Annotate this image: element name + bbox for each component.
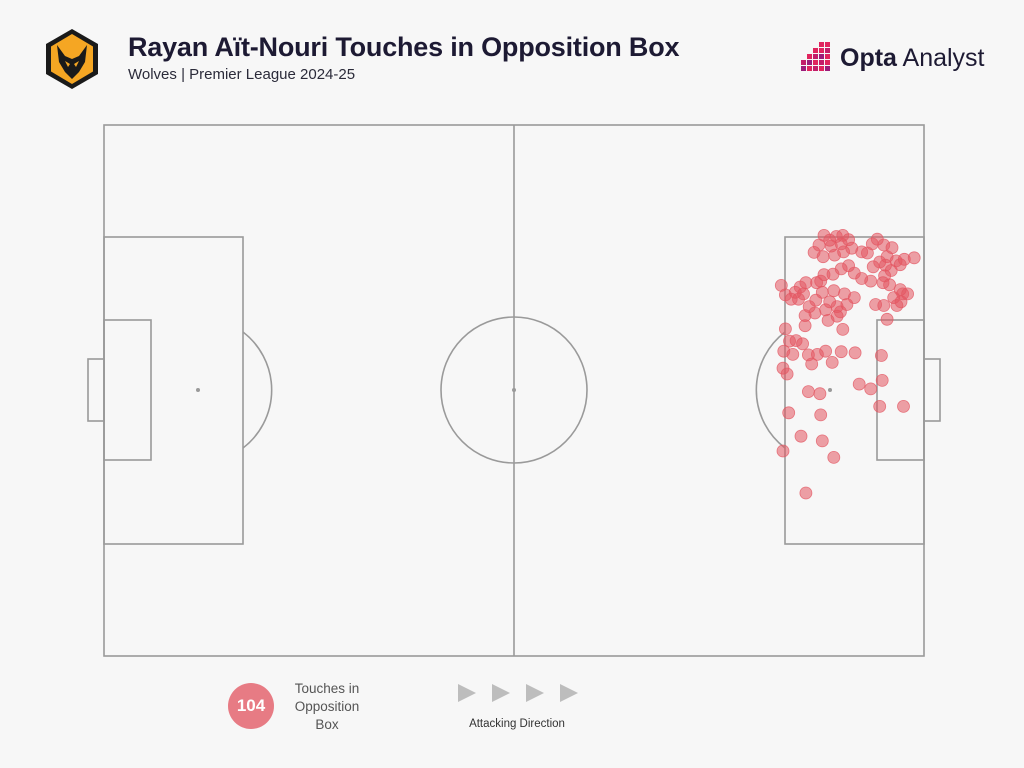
touch-point xyxy=(802,385,815,399)
touch-point xyxy=(794,429,808,443)
left-penalty-spot xyxy=(196,388,200,392)
left-goal xyxy=(87,358,105,422)
touch-point xyxy=(827,284,841,298)
touch-point xyxy=(875,373,889,387)
page-title: Rayan Aït-Nouri Touches in Opposition Bo… xyxy=(128,32,680,62)
touch-points-layer xyxy=(774,228,921,500)
touch-count-badge: 104 xyxy=(228,683,274,729)
touch-point xyxy=(776,444,790,458)
attacking-direction: Attacking Direction xyxy=(452,680,582,736)
touch-point xyxy=(893,258,907,272)
page-subtitle: Wolves | Premier League 2024-25 xyxy=(128,66,356,83)
wolves-crest-icon xyxy=(46,29,98,89)
touch-point xyxy=(779,322,792,336)
play-triangle-icon xyxy=(458,684,476,702)
touch-point xyxy=(821,313,835,327)
touch-count-label: Touches in Opposition Box xyxy=(294,681,360,732)
touch-point xyxy=(813,387,827,401)
touch-point xyxy=(799,486,813,500)
touch-point xyxy=(897,399,910,413)
touch-point xyxy=(798,319,812,333)
opta-analyst-logo xyxy=(801,42,830,71)
left-six-yard-box xyxy=(103,319,152,461)
touch-point xyxy=(877,299,891,312)
play-triangle-icon xyxy=(492,684,510,702)
touch-point xyxy=(894,295,908,309)
touch-point xyxy=(815,434,829,448)
touch-point xyxy=(780,367,794,381)
touch-point xyxy=(808,306,822,320)
touch-point xyxy=(782,406,796,420)
touch-point xyxy=(876,276,890,290)
touch-point xyxy=(774,278,788,292)
touch-point xyxy=(907,251,921,265)
play-triangle-icon xyxy=(560,684,578,702)
touch-point xyxy=(893,283,907,297)
touch-point xyxy=(875,349,888,362)
touch-point xyxy=(861,246,874,260)
touch-point xyxy=(836,322,850,336)
brand-name: Opta Analyst xyxy=(840,44,985,72)
touch-point xyxy=(819,344,832,358)
touch-point xyxy=(819,303,832,317)
touch-point xyxy=(848,346,862,360)
right-six-yard-box xyxy=(876,319,925,461)
direction-arrows xyxy=(458,684,578,702)
play-triangle-icon xyxy=(526,684,544,702)
pitch-markings xyxy=(87,124,941,657)
touch-point xyxy=(796,337,809,351)
touch-point xyxy=(852,377,866,391)
touch-point xyxy=(873,399,887,413)
touch-point xyxy=(834,305,847,319)
touch-point xyxy=(864,382,878,396)
left-penalty-box xyxy=(103,236,244,545)
touch-point xyxy=(866,260,880,274)
touch-point xyxy=(825,355,839,369)
touch-point xyxy=(805,357,819,371)
touch-point xyxy=(827,450,841,464)
touch-point xyxy=(786,347,800,361)
right-penalty-spot xyxy=(828,388,832,392)
touch-point xyxy=(880,312,894,326)
touch-point xyxy=(816,250,830,264)
direction-label: Attacking Direction xyxy=(469,718,565,730)
left-penalty-arc xyxy=(242,331,273,449)
right-goal xyxy=(923,358,941,422)
touch-point xyxy=(814,408,828,422)
right-penalty-arc xyxy=(755,331,786,449)
count-legend: 104 Touches in Opposition Box xyxy=(228,680,368,736)
centre-circle xyxy=(440,316,588,464)
touch-point xyxy=(834,345,848,359)
centre-spot xyxy=(512,388,516,392)
touch-point xyxy=(814,274,828,288)
